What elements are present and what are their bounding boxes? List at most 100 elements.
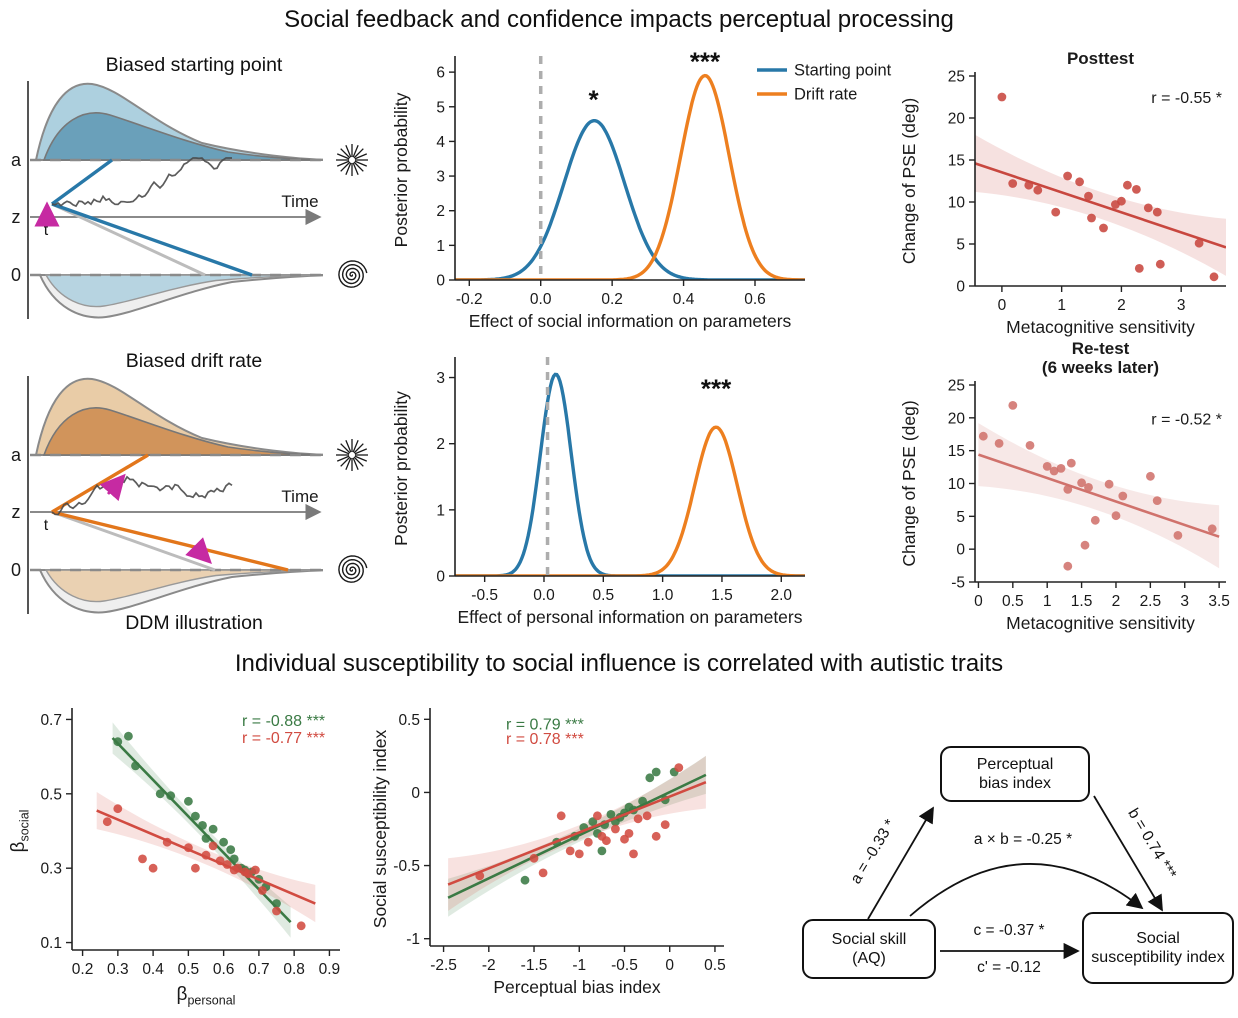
posttest-scatter-chart: 0 1 2 3 0 5 10 15 20 25 Metacognitive sensitivity C… [899, 49, 1226, 337]
svg-text:0.5: 0.5 [704, 957, 726, 974]
svg-text:0: 0 [411, 785, 420, 802]
svg-text:0.7: 0.7 [40, 712, 62, 729]
svg-text:-0.5: -0.5 [393, 858, 420, 875]
mediation-path-a-label: a = -0.33 * [847, 816, 899, 886]
mediation-path-b-label: b = 0.74 *** [1124, 806, 1179, 882]
beta-data-layer [96, 722, 316, 938]
svg-text:Effect of social information o: Effect of social information on paramete… [469, 311, 792, 331]
svg-text:25: 25 [948, 378, 965, 395]
svg-text:-1: -1 [572, 957, 586, 974]
drift-path-down [51, 202, 253, 277]
svg-text:3: 3 [436, 169, 445, 186]
svg-text:Change of PSE (deg): Change of PSE (deg) [899, 98, 919, 264]
svg-text:0.3: 0.3 [40, 861, 62, 878]
svg-text:3.5: 3.5 [1208, 593, 1230, 610]
svg-text:-2.5: -2.5 [430, 957, 457, 974]
svg-text:βsocial: βsocial [8, 810, 32, 853]
svg-text:r = -0.77 ***: r = -0.77 *** [242, 730, 325, 747]
svg-text:5: 5 [956, 509, 965, 526]
svg-text:0.9: 0.9 [319, 961, 341, 978]
unbiased-drift-path [51, 510, 216, 572]
svg-text:1: 1 [436, 502, 445, 519]
svg-text:2: 2 [436, 436, 445, 453]
svg-text:0.0: 0.0 [530, 291, 552, 308]
svg-text:1.5: 1.5 [711, 587, 733, 604]
mediation-path-c-label: c = -0.37 * [973, 922, 1044, 939]
bias-arrow [185, 537, 212, 564]
retest-scatter-chart: 0 0.5 1 1.5 2 2.5 3 3.5 -5 0 5 10 15 20 25 Metacognitiv… [899, 339, 1230, 634]
node-line: Social skill [831, 930, 907, 948]
svg-text:3: 3 [436, 370, 445, 387]
beta-axes: 0.2 0.3 0.4 0.5 0.6 0.7 0.8 0.9 0.1 0.3 0.5 0.7 βper… [8, 708, 340, 1008]
svg-text:r = -0.55 *: r = -0.55 * [1151, 90, 1222, 107]
svg-text:z: z [12, 502, 21, 522]
svg-text:-2: -2 [482, 957, 496, 974]
svg-text:10: 10 [948, 195, 966, 212]
svg-text:-1: -1 [406, 931, 420, 948]
mediation-paths: a = -0.33 * b = 0.74 *** a × b = -0.25 *… [847, 795, 1179, 976]
svg-text:Posterior probability: Posterior probability [391, 92, 411, 247]
noisy-evidence-trace [51, 157, 232, 208]
ddm-panel1-title: Biased starting point [105, 54, 283, 76]
beta-scatter-chart: 0.2 0.3 0.4 0.5 0.6 0.7 0.8 0.9 0.1 0.3 0.5 0.7 βper… [8, 708, 340, 1008]
posterior-personal-data-layer [455, 372, 805, 576]
posttest-axes: 0 1 2 3 0 5 10 15 20 25 Metacognitive sensitivity C… [899, 69, 1226, 337]
drift-path-up [50, 158, 114, 206]
svg-text:Time: Time [281, 487, 318, 506]
svg-text:0: 0 [436, 569, 445, 586]
ddm-panel2-title: Biased drift rate [125, 350, 263, 372]
svg-text:15: 15 [948, 443, 965, 460]
node-line: Perceptual [976, 755, 1054, 773]
svg-text:0.5: 0.5 [40, 786, 62, 803]
svg-text:0.5: 0.5 [398, 712, 420, 729]
svg-text:0.6: 0.6 [213, 961, 235, 978]
svg-text:2.5: 2.5 [1140, 593, 1162, 610]
posterior-personal-chart: -0.5 0.0 0.5 1.0 1.5 2.0 0 1 2 3 Effect of persona… [391, 357, 805, 627]
svg-text:0.2: 0.2 [601, 291, 623, 308]
mediation-path-a-arrow [867, 806, 934, 920]
svg-text:0.6: 0.6 [744, 291, 766, 308]
svg-text:1: 1 [1057, 297, 1066, 314]
svg-text:0.4: 0.4 [142, 961, 164, 978]
svg-text:2: 2 [1112, 593, 1121, 610]
posterior-social-legend: Starting point Drift rate [757, 62, 892, 104]
svg-text:5: 5 [436, 99, 445, 116]
svg-text:0.7: 0.7 [248, 961, 270, 978]
drift-path-down [51, 510, 289, 572]
posterior-social-axes: -0.2 0.0 0.2 0.4 0.6 0 1 2 3 4 5 6 Effect of social … [391, 56, 805, 331]
svg-text:15: 15 [948, 153, 965, 170]
svg-text:0.5: 0.5 [593, 587, 615, 604]
svg-text:0: 0 [956, 542, 965, 559]
retest-axes: 0 0.5 1 1.5 2 2.5 3 3.5 -5 0 5 10 15 20 25 Metacognitiv… [899, 378, 1230, 634]
ddm-biased-starting-point-illustration: a z 0 t Time [11, 81, 368, 319]
posterior-personal-axes: -0.5 0.0 0.5 1.0 1.5 2.0 0 1 2 3 Effect of persona… [391, 357, 805, 627]
svg-text:Posttest: Posttest [1067, 49, 1134, 68]
svg-text:*: * [589, 85, 600, 115]
svg-text:2.0: 2.0 [770, 587, 792, 604]
svg-text:-0.5: -0.5 [471, 587, 498, 604]
svg-text:0.1: 0.1 [40, 935, 62, 952]
susceptibility-data-layer [447, 755, 707, 917]
svg-text:Posterior probability: Posterior probability [391, 391, 411, 546]
svg-text:2: 2 [436, 203, 445, 220]
svg-text:r = -0.88 ***: r = -0.88 *** [242, 713, 325, 730]
svg-text:0.3: 0.3 [107, 961, 129, 978]
svg-text:4: 4 [436, 134, 445, 151]
svg-text:Metacognitive sensitivity: Metacognitive sensitivity [1006, 613, 1195, 633]
bias-arrow [99, 473, 126, 502]
svg-text:0: 0 [11, 560, 21, 580]
node-line: Social [1136, 929, 1180, 947]
svg-text:-0.2: -0.2 [456, 291, 483, 308]
posttest-data-layer [975, 92, 1226, 282]
svg-text:1.5: 1.5 [1071, 593, 1093, 610]
figure-title-bottom: Individual susceptibility to social infl… [234, 650, 1004, 677]
svg-text:0.0: 0.0 [533, 587, 555, 604]
svg-text:a: a [11, 445, 22, 465]
svg-text:2: 2 [1117, 297, 1126, 314]
radial-lines-stimulus-icon [336, 144, 368, 176]
svg-text:1.0: 1.0 [652, 587, 674, 604]
svg-text:20: 20 [948, 410, 966, 427]
svg-text:-5: -5 [951, 575, 965, 592]
posterior-social-chart: -0.2 0.0 0.2 0.4 0.6 0 1 2 3 4 5 6 Effect of social … [391, 46, 892, 331]
retest-data-layer [978, 401, 1220, 571]
